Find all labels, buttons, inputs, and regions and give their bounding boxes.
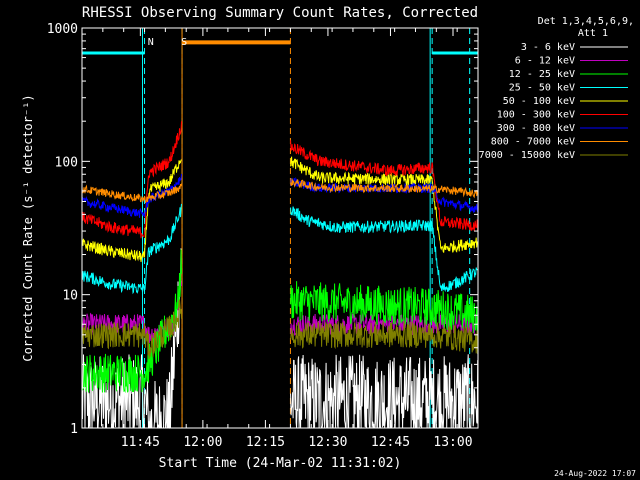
marker-s: S (181, 37, 187, 48)
legend-label: 50 - 100 keV (503, 96, 575, 107)
series-800-7000keV (81, 178, 479, 204)
plot-frame (81, 27, 479, 429)
legend-label: 6 - 12 keV (515, 56, 575, 67)
x-tick-label: 12:15 (246, 435, 285, 450)
legend-label: 25 - 50 keV (509, 83, 575, 94)
marker-n: N (148, 37, 154, 48)
chart-title: RHESSI Observing Summary Count Rates, Co… (82, 5, 478, 21)
x-tick-label: 12:45 (371, 435, 410, 450)
legend-header: Det 1,3,4,5,6,9, (538, 16, 634, 27)
y-tick-label: 1000 (47, 22, 78, 37)
series-7000-15000keV (81, 299, 479, 360)
legend-header: Att 1 (578, 28, 608, 39)
y-tick-label: 10 (62, 289, 78, 304)
series-25-50keV (81, 203, 479, 295)
y-tick-label: 100 (55, 155, 78, 170)
series-100-300keV (81, 121, 479, 239)
legend-label: 100 - 300 keV (497, 110, 575, 121)
x-tick-label: 11:45 (121, 435, 160, 450)
legend-label: 800 - 7000 keV (491, 137, 575, 148)
x-axis-title: Start Time (24-Mar-02 11:31:02) (159, 456, 402, 471)
x-tick-label: 12:00 (183, 435, 222, 450)
series-12-25keV (81, 249, 479, 394)
x-tick-label: 12:30 (308, 435, 347, 450)
y-axis-title: Corrected Count Rate (s⁻¹ detector⁻¹) (21, 94, 35, 361)
y-tick-label: 1 (70, 422, 78, 437)
legend-label: 12 - 25 keV (509, 69, 575, 80)
footer-timestamp: 24-Aug-2022 17:07 (554, 469, 636, 478)
legend-label: 3 - 6 keV (521, 42, 575, 53)
x-tick-label: 13:00 (433, 435, 472, 450)
legend-label: 7000 - 15000 keV (479, 150, 575, 161)
legend-label: 300 - 800 keV (497, 123, 575, 134)
series-50-100keV (81, 156, 479, 263)
